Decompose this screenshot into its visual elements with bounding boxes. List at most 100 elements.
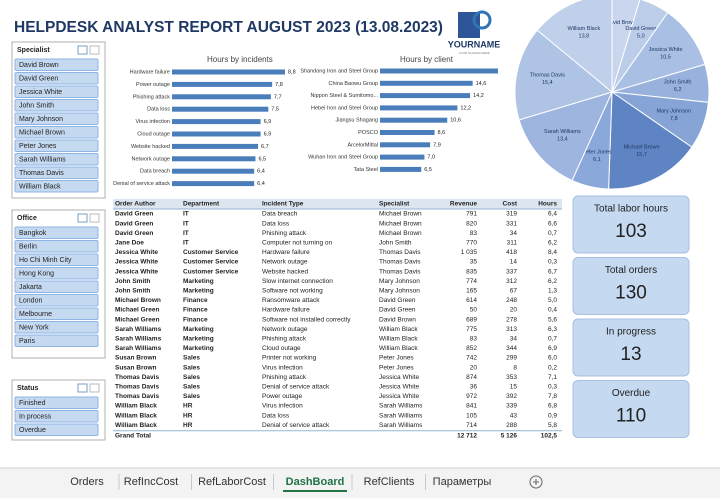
- slicer-filter-icon[interactable]: [77, 383, 88, 393]
- pie-slice: [611, 0, 641, 93]
- slicer-item[interactable]: [14, 226, 99, 239]
- slicer-title: Office: [17, 215, 37, 222]
- slicer-item-label: Michael Brown: [19, 129, 65, 136]
- bar-value-label: 6,5: [258, 156, 266, 162]
- sheet-tab[interactable]: Параметры: [433, 476, 492, 488]
- sheet-tab[interactable]: RefIncCost: [124, 476, 178, 488]
- sheet-tab[interactable]: RefClients: [364, 476, 415, 488]
- bar-value-label: 8,8: [288, 69, 296, 75]
- bar-category-label: Shandong Iron and Steel Group: [300, 68, 378, 74]
- bar-category-label: Tata Steel: [354, 167, 378, 173]
- bar: [172, 94, 271, 100]
- table-cell: Marketing: [183, 326, 214, 333]
- table-cell: Cloud outage: [262, 345, 301, 352]
- add-sheet-button[interactable]: [529, 475, 543, 489]
- table-cell: 353: [506, 374, 517, 381]
- slicer-item[interactable]: [14, 253, 99, 266]
- sheet-tab[interactable]: DashBoard: [286, 476, 345, 488]
- slicer-item-label: Bangkok: [19, 230, 47, 237]
- table-cell: Hardware failure: [262, 307, 310, 314]
- slicer-item-label: Paris: [19, 338, 35, 345]
- table-header: Revenue: [450, 201, 477, 208]
- slicer-item[interactable]: [14, 334, 99, 347]
- table-cell: 5,6: [548, 316, 557, 323]
- slicer-item-label: Jessica White: [19, 89, 62, 96]
- table-cell: Marketing: [183, 288, 214, 295]
- table-cell: 6,6: [548, 220, 557, 227]
- bar-value-label: 6,4: [257, 169, 265, 175]
- bar-category-label: ArcelorMittal: [347, 142, 378, 148]
- slicer-filter-icon[interactable]: [77, 45, 88, 55]
- slicer-item[interactable]: [14, 153, 99, 166]
- table-cell: Michael Brown: [379, 211, 422, 218]
- table-cell: Network outage: [262, 259, 308, 266]
- bar-value-label: 7,9: [433, 142, 441, 148]
- table-cell: Peter Jones: [379, 355, 414, 362]
- slicer-clear-icon[interactable]: [89, 45, 100, 55]
- table-cell: 34: [510, 230, 518, 237]
- slicer-item[interactable]: [14, 396, 99, 409]
- table-cell: Susan Brown: [115, 355, 157, 362]
- table-cell: 0,2: [548, 364, 557, 371]
- slicer-filter-icon[interactable]: [77, 213, 88, 223]
- slicer-item[interactable]: [14, 166, 99, 179]
- table-header-bg: [113, 199, 562, 209]
- slicer-item-label: In process: [19, 413, 52, 420]
- table-cell: Website hacked: [262, 268, 309, 275]
- slicer-item[interactable]: [14, 267, 99, 280]
- sheet-tab[interactable]: RefLaborCost: [198, 476, 266, 488]
- sheet-tabs: Orders RefIncCost RefLaborCost DashBoard Ref…: [0, 467, 720, 498]
- table-cell: Phishing attack: [262, 230, 307, 237]
- slicer-item[interactable]: [14, 99, 99, 112]
- bar-category-label: Hardware failure: [130, 69, 170, 75]
- table-cell: 6,9: [548, 345, 557, 352]
- slicer-item[interactable]: [14, 294, 99, 307]
- sheet-tab[interactable]: Orders: [70, 476, 104, 488]
- slicer-item[interactable]: [14, 139, 99, 152]
- bar-category-label: China Baowu Group: [328, 81, 378, 87]
- bar-value-label: 7,5: [271, 107, 279, 113]
- table-cell: John Smith: [115, 278, 150, 285]
- table-cell: 835: [466, 268, 477, 275]
- slicer-item[interactable]: [14, 240, 99, 253]
- bar-category-label: Website hacked: [131, 144, 170, 150]
- slicer-clear-icon[interactable]: [89, 383, 100, 393]
- slicer-item[interactable]: [14, 180, 99, 193]
- table-cell: Jane Doe: [115, 240, 144, 247]
- table-cell: 8,4: [548, 249, 557, 256]
- slicer-item[interactable]: [14, 410, 99, 423]
- table-header: Department: [183, 201, 220, 208]
- kpi-label: Total orders: [605, 265, 657, 276]
- bar: [380, 166, 422, 172]
- slicer-item[interactable]: [14, 85, 99, 98]
- slicer-item[interactable]: [14, 58, 99, 71]
- table-header: Hours: [538, 201, 557, 208]
- slicer-clear-icon[interactable]: [89, 213, 100, 223]
- pie-label: Jessica White: [649, 47, 683, 53]
- table-cell: Marketing: [183, 278, 214, 285]
- slicer-item[interactable]: [14, 307, 99, 320]
- table-cell: 0,3: [548, 259, 557, 266]
- table-cell: Sarah Williams: [115, 336, 162, 343]
- table-cell: Jessica White: [115, 259, 158, 266]
- slicer-item[interactable]: [14, 423, 99, 436]
- table-cell: 299: [506, 355, 517, 362]
- bar-value-label: 6,9: [264, 131, 272, 137]
- slicer-item[interactable]: [14, 72, 99, 85]
- kpi-label: Total labor hours: [594, 204, 668, 215]
- pie-value-label: 15,4: [542, 80, 553, 86]
- bar-value-label: 7,8: [275, 82, 283, 88]
- table-cell: 1,3: [548, 288, 557, 295]
- slicer-item-label: Finished: [19, 400, 46, 407]
- slicer-item[interactable]: [14, 321, 99, 334]
- table-total-cell: 102,5: [541, 433, 558, 440]
- chart-title: Hours by incidents: [207, 55, 273, 64]
- bar-category-label: Hebei Iron and Steel Group: [311, 105, 378, 111]
- table-cell: Sarah Williams: [379, 412, 423, 419]
- pie-label: John Smith: [664, 79, 692, 85]
- table-cell: 841: [466, 403, 477, 410]
- table-cell: 248: [506, 297, 517, 304]
- slicer-item[interactable]: [14, 112, 99, 125]
- slicer-item[interactable]: [14, 126, 99, 139]
- slicer-item[interactable]: [14, 280, 99, 293]
